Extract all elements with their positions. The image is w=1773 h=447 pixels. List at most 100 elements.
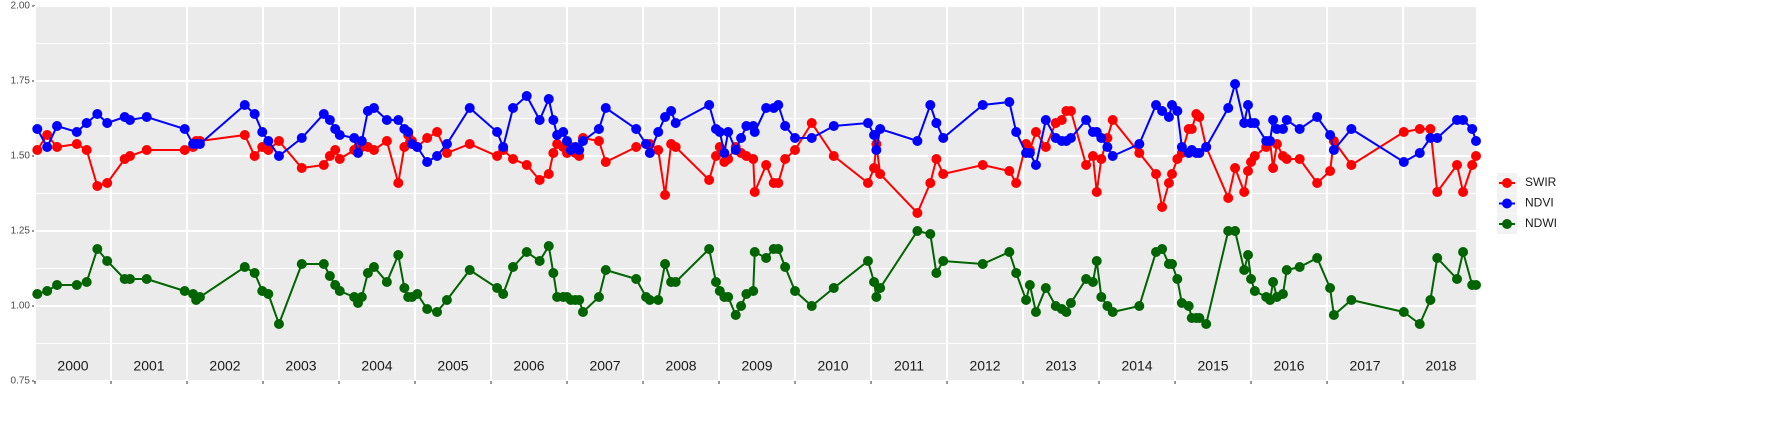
point [1157,202,1168,212]
point [1458,187,1469,197]
point [558,127,569,137]
point [249,268,260,278]
legend-point [1502,198,1512,209]
point [1346,160,1357,170]
point [1172,274,1183,284]
point [1281,115,1292,125]
point [1312,112,1323,122]
point [239,130,250,140]
point [179,145,190,155]
point [368,262,379,272]
point [441,295,452,305]
point [593,292,604,302]
point [977,100,988,110]
point [1134,301,1145,311]
year-label: 2009 [741,358,772,374]
point [773,244,784,254]
point [71,139,82,149]
point [1268,163,1279,173]
point [1096,133,1107,143]
point [125,151,136,161]
point [548,268,559,278]
point [1249,118,1260,128]
point [52,142,63,152]
point [32,145,43,155]
year-label: 2005 [437,358,468,374]
point [393,115,404,125]
point [1325,166,1336,176]
point [393,250,404,260]
point [464,103,475,113]
point [600,265,611,275]
point [925,229,936,239]
point [912,136,923,146]
point [1239,265,1250,275]
point [368,145,379,155]
point [1040,283,1051,293]
point [249,109,260,119]
point [1294,262,1305,272]
point [1223,103,1234,113]
point [593,136,604,146]
point [704,100,715,110]
point [42,130,53,140]
point [42,142,53,152]
point [1107,115,1118,125]
point [1425,133,1436,143]
point [931,118,942,128]
point [1166,259,1177,269]
point [748,154,759,164]
point [498,142,509,152]
year-label: 2006 [513,358,544,374]
point [1172,106,1183,116]
point [32,289,43,299]
point [736,301,747,311]
y-tick-label: 1.00 [11,301,31,312]
point [749,187,760,197]
point [422,157,433,167]
point [1024,148,1035,158]
point [780,121,791,131]
point [1030,127,1041,137]
point [1096,154,1107,164]
point [730,310,741,320]
point [548,148,559,158]
point [422,304,433,314]
point [574,295,585,305]
point [71,280,82,290]
point [773,100,784,110]
point [263,136,274,146]
point [761,160,772,170]
point [403,127,414,137]
y-tick-label: 2.00 [11,1,31,12]
point [828,121,839,131]
point [723,292,734,302]
point [399,283,410,293]
point [714,127,725,137]
point [666,106,677,116]
point [780,154,791,164]
point [644,148,655,158]
point [869,163,880,173]
point [179,286,190,296]
point [1223,193,1234,203]
point [660,259,671,269]
point [875,283,886,293]
point [1249,151,1260,161]
point [1040,142,1051,152]
legend-label: SWIR [1525,175,1557,189]
point [273,151,284,161]
point [412,289,423,299]
point [593,124,604,134]
point [1328,145,1339,155]
point [1325,283,1336,293]
year-label: 2017 [1349,358,1380,374]
year-label: 2016 [1273,358,1304,374]
point [1157,244,1168,254]
point [296,133,307,143]
point [141,274,152,284]
point [1277,124,1288,134]
point [1081,160,1092,170]
year-label: 2000 [57,358,88,374]
point [1183,301,1194,311]
